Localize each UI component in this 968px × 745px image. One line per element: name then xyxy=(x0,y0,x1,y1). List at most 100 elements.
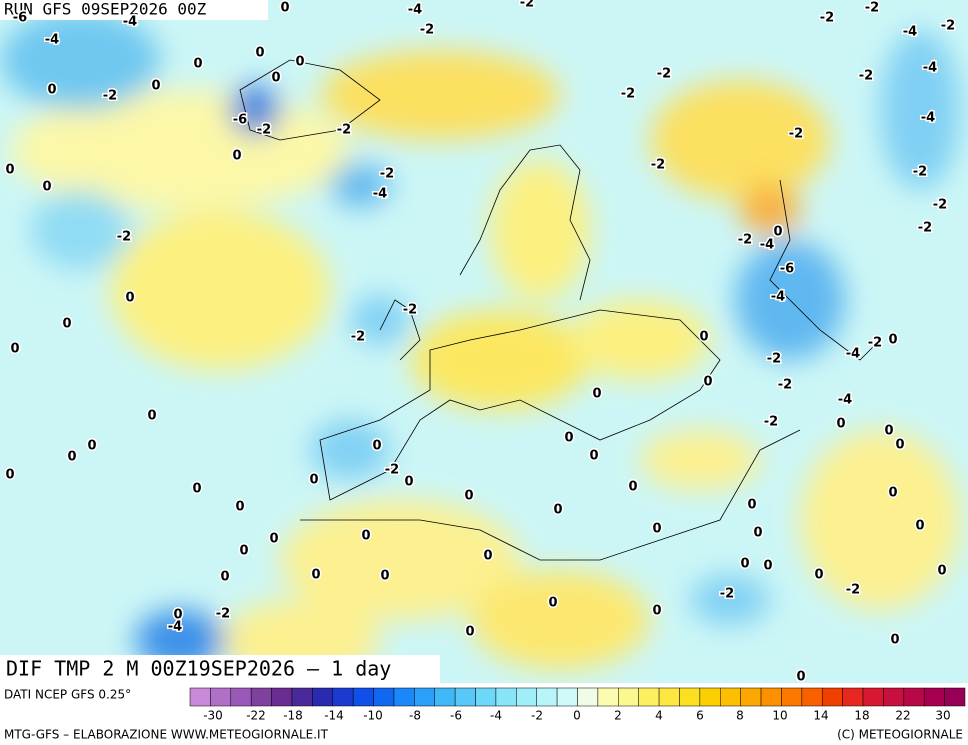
contour-label: 0 xyxy=(361,529,370,544)
colorbar-swatch xyxy=(638,687,660,707)
contour-label: -4 xyxy=(838,393,852,408)
colorbar-swatch xyxy=(312,687,334,707)
colorbar-swatch xyxy=(189,687,211,707)
colorbar-tick-label: -6 xyxy=(450,709,462,723)
colorbar-swatch xyxy=(291,687,313,707)
contour-label: 0 xyxy=(87,439,96,454)
colorbar-swatch xyxy=(454,687,476,707)
colorbar-swatch xyxy=(332,687,354,707)
copyright-label: (C) METEOGIORNALE xyxy=(837,728,963,742)
colorbar-tick-label: 4 xyxy=(655,709,663,723)
contour-label: -2 xyxy=(859,69,873,84)
contour-label: -2 xyxy=(351,330,365,345)
colorbar-tick-label: 8 xyxy=(736,709,744,723)
contour-label: 0 xyxy=(271,71,280,86)
contour-label: -2 xyxy=(941,19,955,34)
contour-label: -2 xyxy=(820,11,834,26)
contour-label: -4 xyxy=(846,347,860,362)
contour-label: 0 xyxy=(564,431,573,446)
contour-label: 0 xyxy=(652,522,661,537)
colorbar-swatch xyxy=(781,687,803,707)
contour-label: -4 xyxy=(123,15,137,30)
contour-label: -2 xyxy=(403,303,417,318)
colorbar-swatch xyxy=(373,687,395,707)
colorbar-swatch xyxy=(516,687,537,707)
contour-label: 0 xyxy=(67,450,76,465)
colorbar-swatch xyxy=(760,687,782,707)
contour-label: 0 xyxy=(465,625,474,640)
contour-label: 0 xyxy=(311,568,320,583)
contour-label: -4 xyxy=(771,290,785,305)
colorbar-tick-label: -2 xyxy=(531,709,543,723)
source-label: DATI NCEP GFS 0.25° xyxy=(4,688,131,702)
contour-label: -6 xyxy=(780,262,794,277)
colorbar-tick-label: -4 xyxy=(490,709,502,723)
contour-label: 0 xyxy=(193,57,202,72)
contour-label: 0 xyxy=(309,473,318,488)
contour-label: -2 xyxy=(720,587,734,602)
colorbar-swatch xyxy=(699,687,721,707)
colorbar-tick-label: 14 xyxy=(813,709,828,723)
contour-label: -2 xyxy=(337,123,351,138)
contour-label: 0 xyxy=(836,417,845,432)
contour-label: -2 xyxy=(846,583,860,598)
contour-label: -2 xyxy=(657,67,671,82)
contour-label: -4 xyxy=(408,3,422,18)
contour-label: 0 xyxy=(10,342,19,357)
contour-label: 0 xyxy=(192,482,201,497)
contour-label: 0 xyxy=(699,330,708,345)
contour-label: -2 xyxy=(738,233,752,248)
contour-label: 0 xyxy=(703,375,712,390)
contour-label: 0 xyxy=(814,568,823,583)
contour-label: 0 xyxy=(589,449,598,464)
contour-label: 0 xyxy=(47,83,56,98)
contour-label: 0 xyxy=(553,503,562,518)
colorbar-swatch xyxy=(352,687,374,707)
colorbar-swatch xyxy=(944,687,966,707)
contour-label: 0 xyxy=(763,559,772,574)
colorbar-swatch xyxy=(536,687,558,707)
contour-label: 0 xyxy=(125,291,134,306)
colorbar-tick-label: 30 xyxy=(935,709,950,723)
map-title: DIF TMP 2 M 00Z19SEP2026 – 1 day xyxy=(6,657,391,681)
contour-label: -2 xyxy=(385,463,399,478)
colorbar-swatch xyxy=(210,687,232,707)
contour-label: 0 xyxy=(548,596,557,611)
contour-label: 0 xyxy=(483,549,492,564)
colorbar-swatch xyxy=(618,687,639,707)
contour-label: -2 xyxy=(103,89,117,104)
colorbar-swatch xyxy=(230,687,252,707)
colorbar-tick-label: -30 xyxy=(203,709,223,723)
contour-label: 0 xyxy=(592,387,601,402)
colorbar-swatch xyxy=(658,687,680,707)
contour-label: -2 xyxy=(767,352,781,367)
contour-label: -2 xyxy=(868,336,882,351)
contour-label: -4 xyxy=(760,238,774,253)
colorbar-tick-label: 0 xyxy=(573,709,581,723)
title-box xyxy=(0,655,440,683)
colorbar-tick-label: -14 xyxy=(324,709,344,723)
contour-label: 0 xyxy=(269,532,278,547)
contour-label: 0 xyxy=(652,604,661,619)
contour-label: -4 xyxy=(168,620,182,635)
header-box xyxy=(0,0,268,20)
contour-label: 0 xyxy=(147,409,156,424)
colorbar-tick-label: 18 xyxy=(854,709,869,723)
contour-label: 0 xyxy=(753,526,762,541)
contour-label: -2 xyxy=(918,221,932,236)
colorbar-tick-label: -8 xyxy=(409,709,421,723)
contour-label: 0 xyxy=(773,225,782,240)
colorbar-swatch xyxy=(923,687,945,707)
contour-label: 0 xyxy=(740,557,749,572)
credit-label: MTG-GFS – ELABORAZIONE WWW.METEOGIORNALE… xyxy=(4,728,329,742)
contour-label: -2 xyxy=(865,1,879,16)
contour-label: -4 xyxy=(923,61,937,76)
colorbar-swatch xyxy=(577,687,599,707)
colorbar-tick-label: 2 xyxy=(614,709,622,723)
colorbar-swatch xyxy=(842,687,864,707)
contour-label: -2 xyxy=(216,607,230,622)
contour-label: 0 xyxy=(796,670,805,685)
contour-label: 0 xyxy=(888,486,897,501)
contour-label: -4 xyxy=(921,111,935,126)
